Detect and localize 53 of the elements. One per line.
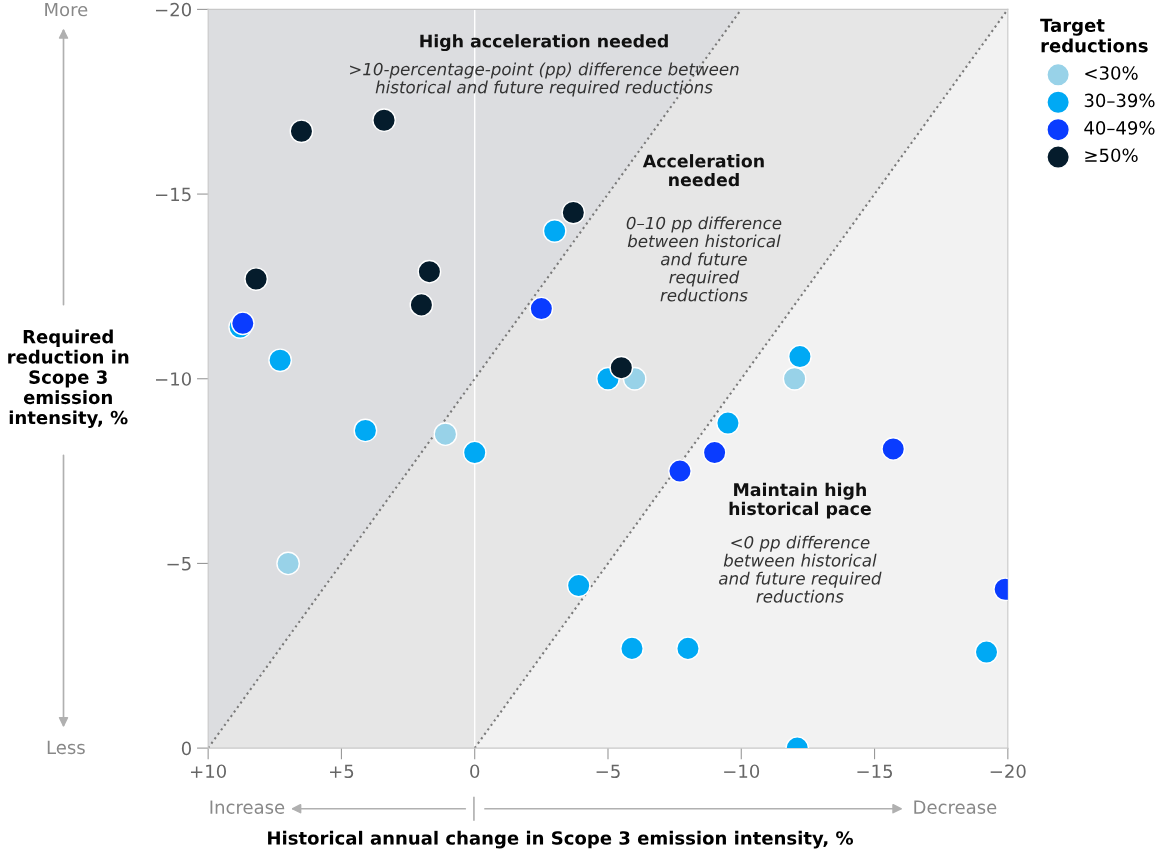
point bbox=[676, 636, 700, 661]
point bbox=[462, 440, 487, 465]
point bbox=[276, 551, 301, 576]
annotation: High acceleration needed bbox=[420, 34, 668, 52]
y-tick-label: −10 bbox=[155, 372, 191, 386]
y-tick-label: 0 bbox=[181, 741, 191, 756]
text: Less bbox=[47, 740, 85, 755]
annotation: Acceleration needed bbox=[642, 154, 764, 187]
legend-label: <30% bbox=[1085, 66, 1138, 80]
point bbox=[620, 636, 644, 661]
point bbox=[974, 640, 999, 664]
point bbox=[244, 267, 269, 291]
point bbox=[788, 344, 812, 369]
x-tick-label: −5 bbox=[596, 764, 620, 779]
point bbox=[529, 296, 554, 321]
annotation: <0 pp difference between historical and future required reductions bbox=[719, 535, 882, 603]
point bbox=[353, 418, 378, 443]
text: Decrease bbox=[914, 800, 997, 814]
point bbox=[542, 219, 567, 243]
text: Increase bbox=[210, 800, 285, 814]
point bbox=[716, 411, 740, 435]
y-tick-label: −15 bbox=[155, 187, 191, 202]
x-tick-label: +5 bbox=[330, 764, 354, 779]
point bbox=[433, 422, 458, 447]
point bbox=[268, 348, 293, 373]
text: More bbox=[45, 2, 88, 17]
x-tick-label: 0 bbox=[470, 764, 480, 779]
legend-label: 40–49% bbox=[1084, 121, 1155, 135]
point bbox=[702, 440, 727, 465]
y-tick-label: −20 bbox=[155, 2, 191, 17]
point bbox=[881, 437, 906, 461]
x-tick-label: −15 bbox=[857, 764, 893, 779]
point bbox=[561, 200, 586, 225]
x-tick-label: −10 bbox=[724, 764, 760, 779]
x-tick-label: −20 bbox=[990, 764, 1026, 779]
x-tick-label: +10 bbox=[191, 764, 226, 779]
legend-title: Target reductions bbox=[1040, 18, 1148, 53]
point bbox=[417, 259, 442, 284]
x-axis-title: Historical annual change in Scope 3 emission intensity, % bbox=[268, 830, 854, 849]
y-axis-title: Required reduction in Scope 3 emission intensity, % bbox=[8, 329, 129, 428]
point bbox=[409, 292, 434, 317]
point bbox=[782, 366, 807, 391]
annotation: 0–10 pp difference between historical and future required reductions bbox=[626, 216, 782, 302]
point bbox=[289, 119, 314, 144]
point bbox=[372, 108, 396, 133]
legend-label: 30–39% bbox=[1084, 93, 1155, 108]
y-tick-label: −5 bbox=[167, 557, 191, 571]
point bbox=[609, 355, 634, 380]
point bbox=[668, 459, 692, 483]
annotation: Maintain high historical pace bbox=[729, 482, 871, 519]
point bbox=[566, 573, 591, 598]
legend-label: ≥50% bbox=[1085, 148, 1138, 163]
annotation: >10-percentage-point (pp) difference between historical and future required reductions bbox=[350, 62, 739, 97]
